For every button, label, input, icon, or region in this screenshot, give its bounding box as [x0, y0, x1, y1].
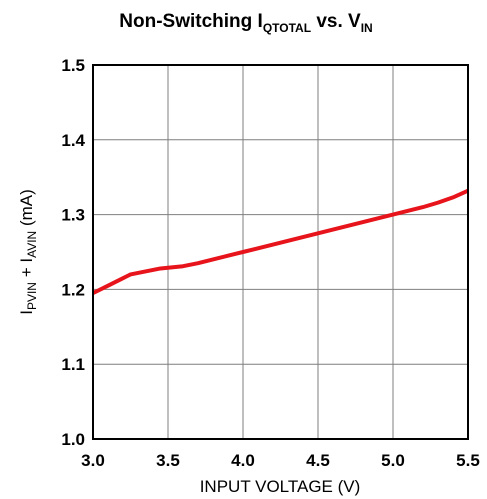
x-tick-label: 5.5 — [456, 451, 480, 470]
y-axis-label-part1: I — [17, 310, 36, 315]
series-line — [92, 188, 469, 295]
y-tick-label: 1.1 — [61, 355, 85, 374]
chart-title-prefix: Non-Switching I — [119, 11, 263, 32]
series-group — [92, 188, 469, 295]
x-tick-label: 3.5 — [156, 451, 180, 470]
x-tick-label: 3.0 — [81, 451, 105, 470]
y-tick-labels: 1.0 1.1 1.2 1.3 1.4 1.5 — [61, 56, 85, 449]
y-axis-label-part2-sub: AVIN — [25, 231, 39, 258]
x-tick-label: 4.0 — [231, 451, 255, 470]
y-tick-label: 1.5 — [61, 56, 85, 75]
x-tick-labels: 3.0 3.5 4.0 4.5 5.0 5.5 — [81, 451, 480, 470]
chart-title-middle: vs. V — [311, 11, 361, 32]
y-axis-label: IPVIN + IAVIN (mA) — [17, 189, 39, 315]
x-axis-label: INPUT VOLTAGE (V) — [200, 477, 361, 496]
y-tick-label: 1.3 — [61, 206, 85, 225]
y-axis-label-part2: + I — [17, 258, 36, 282]
grid — [93, 65, 468, 439]
chart-title-middle-sub: IN — [361, 21, 373, 35]
y-tick-label: 1.2 — [61, 280, 85, 299]
y-tick-label: 1.4 — [61, 131, 85, 150]
chart-title: Non-Switching IQTOTAL vs. VIN — [119, 11, 372, 35]
x-tick-label: 4.5 — [306, 451, 330, 470]
y-axis-label-part1-sub: PVIN — [25, 282, 39, 310]
x-tick-label: 5.0 — [381, 451, 405, 470]
y-axis-label-part3: (mA) — [17, 189, 36, 231]
y-tick-label: 1.0 — [61, 430, 85, 449]
chart-title-prefix-sub: QTOTAL — [263, 21, 311, 35]
plot-frame — [92, 64, 469, 440]
